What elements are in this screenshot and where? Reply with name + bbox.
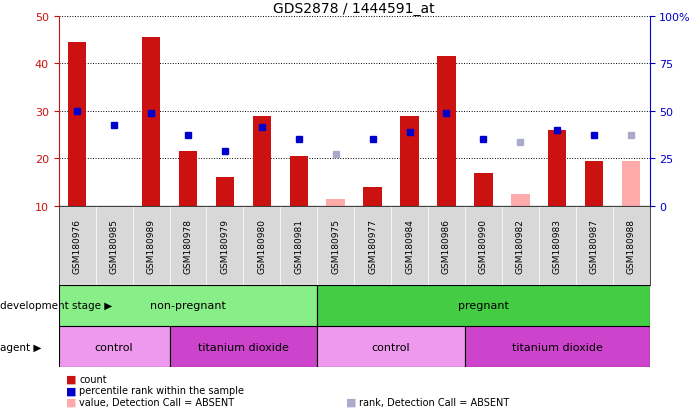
Text: titanium dioxide: titanium dioxide [512, 342, 603, 352]
Bar [317, 285, 650, 326]
Bar [465, 326, 650, 368]
Bar [68, 43, 86, 206]
Bar [622, 161, 641, 206]
Bar [290, 157, 308, 206]
Text: count: count [79, 374, 107, 384]
Bar [585, 161, 603, 206]
Text: GSM180988: GSM180988 [627, 218, 636, 273]
Text: ■: ■ [66, 385, 76, 395]
Bar [400, 116, 419, 206]
Text: development stage ▶: development stage ▶ [0, 301, 112, 311]
Bar [548, 131, 567, 206]
Bar [142, 38, 160, 207]
Text: GSM180990: GSM180990 [479, 218, 488, 273]
Text: ■: ■ [66, 374, 76, 384]
Bar [253, 116, 271, 206]
Text: agent ▶: agent ▶ [0, 342, 41, 352]
Text: GSM180980: GSM180980 [257, 218, 266, 273]
Bar [179, 152, 197, 206]
Bar [363, 188, 382, 206]
Text: pregnant: pregnant [458, 301, 509, 311]
Bar [59, 326, 169, 368]
Text: ■: ■ [66, 397, 76, 407]
Text: GSM180981: GSM180981 [294, 218, 303, 273]
Bar [474, 173, 493, 206]
Text: GSM180977: GSM180977 [368, 218, 377, 273]
Bar [216, 178, 234, 206]
Bar [326, 199, 345, 206]
Text: GSM180987: GSM180987 [589, 218, 598, 273]
Text: value, Detection Call = ABSENT: value, Detection Call = ABSENT [79, 397, 234, 407]
Bar [437, 57, 455, 206]
Text: GSM180989: GSM180989 [146, 218, 155, 273]
Text: GSM180985: GSM180985 [110, 218, 119, 273]
Text: GSM180983: GSM180983 [553, 218, 562, 273]
Text: rank, Detection Call = ABSENT: rank, Detection Call = ABSENT [359, 397, 509, 407]
Bar [317, 326, 465, 368]
Text: GSM180982: GSM180982 [515, 218, 524, 273]
Text: titanium dioxide: titanium dioxide [198, 342, 289, 352]
Bar [169, 326, 317, 368]
Text: ■: ■ [346, 397, 356, 407]
Text: GSM180978: GSM180978 [184, 218, 193, 273]
Text: percentile rank within the sample: percentile rank within the sample [79, 385, 245, 395]
Text: control: control [95, 342, 133, 352]
Text: control: control [372, 342, 410, 352]
Text: GSM180976: GSM180976 [73, 218, 82, 273]
Text: GSM180975: GSM180975 [331, 218, 340, 273]
Bar [511, 195, 529, 206]
Text: non-pregnant: non-pregnant [150, 301, 226, 311]
Title: GDS2878 / 1444591_at: GDS2878 / 1444591_at [274, 2, 435, 16]
Bar [59, 285, 317, 326]
Text: GSM180979: GSM180979 [220, 218, 229, 273]
Text: GSM180986: GSM180986 [442, 218, 451, 273]
Text: GSM180984: GSM180984 [405, 218, 414, 273]
